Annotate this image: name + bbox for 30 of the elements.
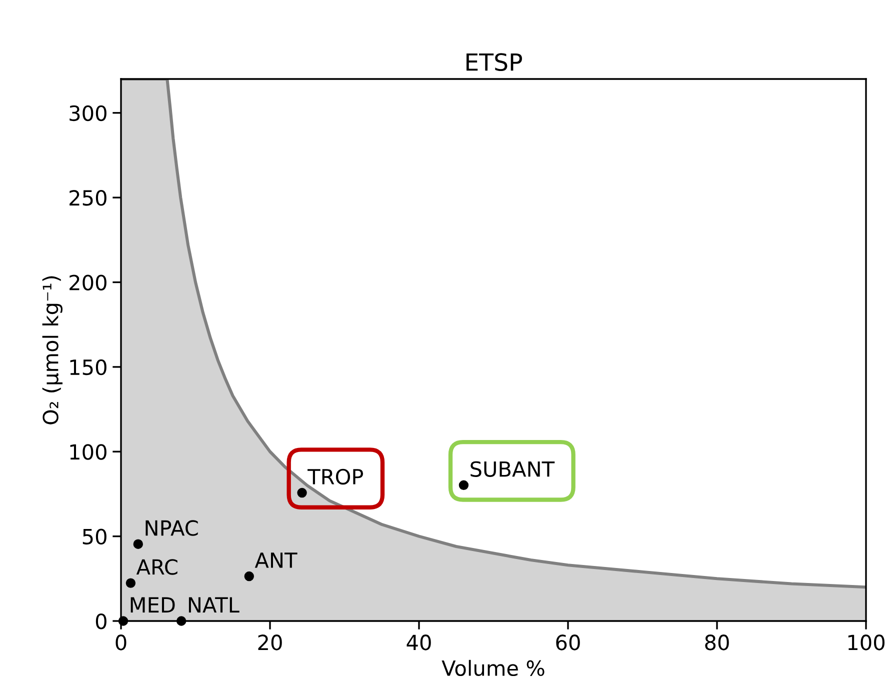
x-axis-title: Volume %	[442, 660, 544, 676]
y-tick-label: 250	[70, 190, 106, 206]
chart-title: ETSP	[466, 53, 522, 71]
annotation: ANT	[254, 552, 298, 568]
y-tick-label: 50	[82, 528, 106, 545]
x-tick-label: 20	[258, 634, 282, 650]
x-tick-label: 80	[705, 634, 729, 650]
annotation: ARC	[136, 559, 178, 575]
x-tick-label: 0	[116, 634, 126, 650]
point	[133, 539, 143, 549]
x-tick-label: 60	[556, 634, 580, 650]
annotation: MED	[130, 597, 175, 612]
point	[118, 616, 128, 626]
x-tick-label: 100	[848, 634, 884, 650]
point	[176, 616, 186, 626]
y-tick-label: 300	[70, 105, 106, 122]
point	[297, 488, 307, 498]
annotation: NPAC	[146, 520, 198, 536]
point	[244, 571, 254, 582]
annotation: NATL	[188, 597, 240, 612]
y-tick-label: 200	[70, 274, 106, 290]
y-tick-label: 150	[70, 359, 106, 376]
x-tick-label: 40	[406, 634, 431, 650]
annotation: SUBANT	[470, 461, 555, 477]
y-tick-label: 100	[70, 444, 106, 460]
y-tick-label: 0	[96, 613, 106, 630]
point	[126, 578, 136, 588]
point	[458, 480, 469, 490]
y-axis-title: O₂ (µmol kg⁻¹)	[42, 276, 62, 424]
annotation: TROP	[308, 468, 364, 485]
